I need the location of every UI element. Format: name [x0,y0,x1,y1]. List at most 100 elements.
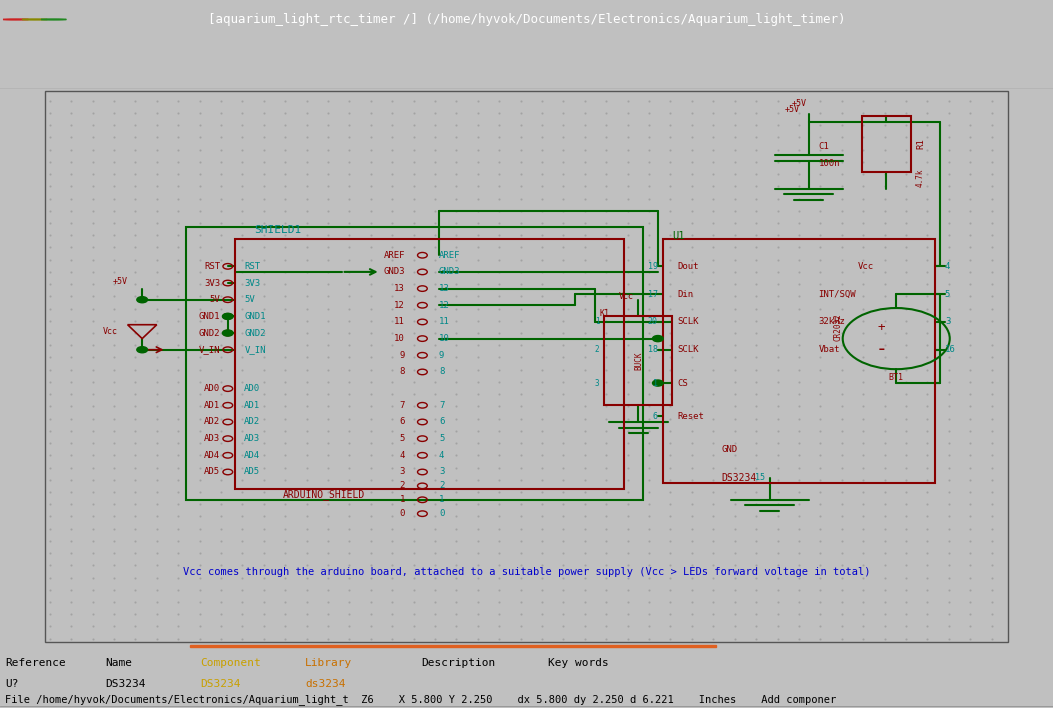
Point [940,327,957,338]
Text: AD3: AD3 [204,434,220,443]
Point [640,572,657,583]
Point [256,401,273,412]
Point [576,609,593,620]
Point [105,621,122,632]
Point [298,609,315,620]
Point [298,95,315,106]
Point [362,266,379,278]
Point [256,523,273,535]
Point [940,450,957,461]
Point [298,547,315,559]
Point [256,621,273,632]
Point [234,291,251,302]
Point [341,229,358,241]
Point [84,462,101,473]
Point [576,376,593,387]
Point [383,498,400,510]
Point [105,120,122,131]
Point [855,510,872,522]
Point [127,426,144,437]
Point [320,401,337,412]
Point [683,169,700,180]
Point [127,242,144,253]
Point [127,401,144,412]
Point [405,156,422,168]
Point [919,205,936,217]
Point [791,462,808,473]
Point [192,438,208,449]
Point [320,95,337,106]
Point [961,510,978,522]
Point [491,340,508,351]
Point [576,572,593,583]
Point [727,426,743,437]
Point [855,498,872,510]
Point [619,498,636,510]
Point [127,560,144,571]
Point [555,462,572,473]
Point [491,426,508,437]
Point [961,254,978,266]
Point [405,352,422,363]
Point [598,401,615,412]
Point [576,633,593,644]
Point [448,376,464,387]
Point [984,584,1000,595]
Point [748,547,764,559]
Point [127,205,144,217]
Point [961,621,978,632]
Point [426,572,443,583]
Point [41,426,58,437]
Point [148,401,165,412]
Point [619,621,636,632]
Point [769,340,786,351]
Point [213,205,230,217]
Point [277,193,294,204]
Point [63,621,80,632]
Point [919,315,936,326]
Point [619,205,636,217]
Point [213,95,230,106]
Point [833,193,850,204]
Point [170,450,186,461]
Point [534,450,551,461]
Point [640,303,657,314]
Point [919,340,936,351]
Point [512,389,529,400]
Point [812,474,829,486]
Point [984,132,1000,143]
Point [683,303,700,314]
Point [41,474,58,486]
Point [833,254,850,266]
Point [234,364,251,375]
Point [791,169,808,180]
Point [234,413,251,424]
Text: 100n: 100n [818,159,840,168]
Point [320,242,337,253]
Point [470,560,486,571]
Point [84,584,101,595]
Point [555,181,572,192]
Point [940,364,957,375]
Point [405,450,422,461]
Point [63,291,80,302]
Point [961,266,978,278]
Point [148,572,165,583]
Point [148,560,165,571]
Point [984,376,1000,387]
Point [897,327,914,338]
Point [383,108,400,119]
Point [683,217,700,229]
Point [256,633,273,644]
Point [961,450,978,461]
Point [63,242,80,253]
Point [84,401,101,412]
Point [812,413,829,424]
Text: U?: U? [5,680,19,690]
Point [534,95,551,106]
Point [127,389,144,400]
Point [405,242,422,253]
Text: 10: 10 [439,334,450,343]
Point [876,633,893,644]
Point [256,327,273,338]
